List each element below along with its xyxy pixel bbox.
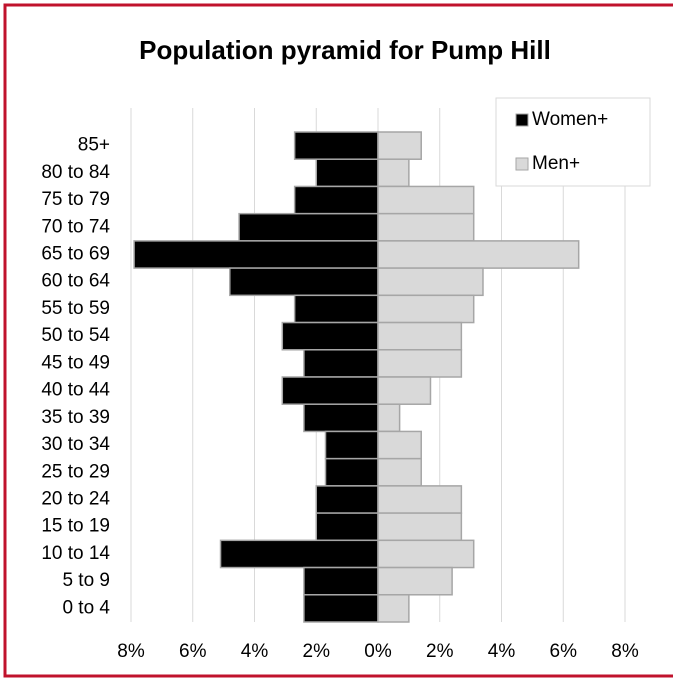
bar: [377, 131, 422, 160]
legend-label: Men+: [532, 153, 580, 174]
bar: [377, 212, 475, 242]
y-tick-label: 5 to 9: [62, 570, 110, 591]
chart-title: Population pyramid for Pump Hill: [139, 35, 551, 65]
bar: [377, 512, 463, 542]
x-tick-label: 8%: [117, 641, 145, 662]
y-tick-label: 20 to 24: [41, 489, 110, 510]
x-tick-label: 0%: [364, 641, 392, 662]
y-tick-label: 10 to 14: [41, 543, 110, 564]
bar: [229, 267, 379, 297]
x-tick-label: 8%: [611, 641, 639, 662]
bar: [377, 185, 475, 215]
y-tick-label: 25 to 29: [41, 461, 110, 482]
bar: [293, 131, 379, 160]
bar: [377, 403, 401, 433]
bar: [303, 594, 379, 623]
legend-label: Women+: [532, 109, 608, 130]
y-tick-label: 55 to 59: [41, 298, 110, 319]
bar: [377, 240, 580, 269]
bar: [377, 321, 463, 351]
y-tick-label: 80 to 84: [41, 162, 110, 183]
y-tick-label: 70 to 74: [41, 216, 110, 237]
y-tick-label: 30 to 34: [41, 434, 110, 455]
y-tick-label: 45 to 49: [41, 352, 110, 373]
bar: [377, 539, 475, 569]
x-tick-label: 4%: [488, 641, 516, 662]
legend-swatch: [515, 157, 529, 171]
bar: [303, 349, 379, 378]
bar: [293, 294, 379, 324]
bar: [324, 457, 379, 487]
y-tick-label: 60 to 64: [41, 271, 110, 292]
y-tick-label: 40 to 44: [41, 380, 110, 401]
bar: [303, 403, 379, 433]
legend-box: [495, 97, 651, 187]
bar: [377, 294, 475, 324]
bar: [315, 512, 379, 542]
y-tick-label: 15 to 19: [41, 516, 110, 537]
y-tick-label: 75 to 79: [41, 189, 110, 210]
bar: [219, 539, 379, 569]
bar: [281, 376, 379, 405]
y-tick-label: 0 to 4: [62, 597, 110, 618]
bar: [377, 376, 432, 405]
bar: [377, 158, 410, 188]
bar: [133, 240, 379, 269]
bar: [281, 321, 379, 351]
y-tick-label: 50 to 54: [41, 325, 110, 346]
bar: [324, 430, 379, 460]
bar: [377, 594, 410, 623]
bar: [377, 457, 422, 487]
y-tick-label: 65 to 69: [41, 244, 110, 265]
x-tick-label: 2%: [426, 641, 454, 662]
bar: [377, 430, 422, 460]
bar: [303, 566, 379, 596]
legend-swatch: [515, 113, 529, 127]
y-tick-label: 35 to 39: [41, 407, 110, 428]
bar: [377, 566, 453, 596]
y-tick-label: 85+: [78, 135, 110, 156]
x-tick-label: 6%: [179, 641, 207, 662]
x-tick-label: 4%: [241, 641, 269, 662]
x-tick-label: 2%: [303, 641, 331, 662]
bar: [377, 267, 484, 297]
bar: [377, 349, 463, 378]
bar: [293, 185, 379, 215]
bar: [315, 158, 379, 188]
x-tick-label: 6%: [550, 641, 578, 662]
bar: [315, 485, 379, 514]
bar: [238, 212, 379, 242]
bar: [377, 485, 463, 514]
